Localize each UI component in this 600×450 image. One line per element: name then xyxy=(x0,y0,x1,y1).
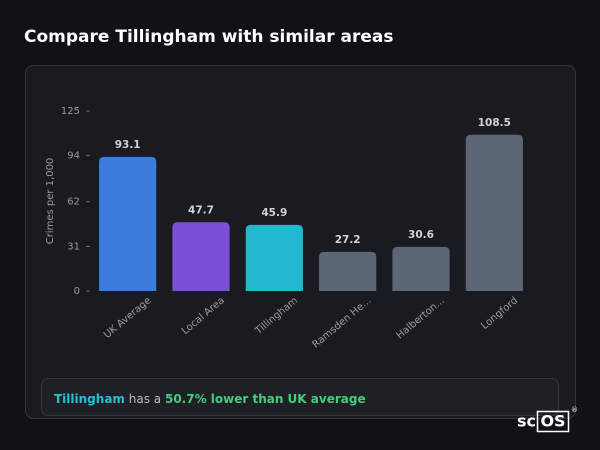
y-tick-label: 31 xyxy=(67,241,80,252)
value-label: 93.1 xyxy=(115,139,141,151)
summary-box xyxy=(41,378,559,416)
summary-middle: has a xyxy=(129,392,161,406)
bar xyxy=(465,134,523,291)
value-label: 47.7 xyxy=(188,204,214,216)
value-label: 30.6 xyxy=(408,229,434,241)
summary-area: Tillingham xyxy=(54,392,125,406)
value-label: 108.5 xyxy=(478,117,511,129)
y-axis-label: Crimes per 1,000 xyxy=(45,158,56,245)
bar xyxy=(172,222,230,291)
y-tick-label: 62 xyxy=(67,197,80,208)
logo-left: sc xyxy=(517,412,536,431)
y-tick-label: 0 xyxy=(74,286,80,297)
y-tick-label: 94 xyxy=(67,151,80,162)
value-label: 45.9 xyxy=(261,207,287,219)
bar xyxy=(99,156,157,291)
summary-text: Tillingham has a 50.7% lower than UK ave… xyxy=(54,392,366,406)
bar xyxy=(245,224,303,291)
value-label: 27.2 xyxy=(335,234,361,246)
page-title: Compare Tillingham with similar areas xyxy=(24,27,393,47)
logo-boxed: OS xyxy=(540,412,565,431)
logo-box xyxy=(536,410,570,433)
bar xyxy=(319,251,377,291)
y-tick-label: 125 xyxy=(61,106,80,117)
logo-mark: ® xyxy=(571,406,578,414)
bar xyxy=(392,246,450,291)
summary-highlight: 50.7% lower than UK average xyxy=(165,392,366,406)
